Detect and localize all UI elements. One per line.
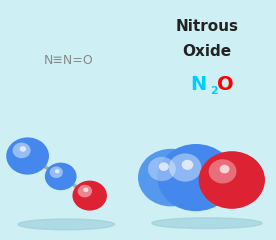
Circle shape	[220, 165, 230, 173]
Circle shape	[209, 159, 237, 183]
Text: Nitrous: Nitrous	[176, 19, 238, 34]
Circle shape	[159, 162, 169, 171]
Ellipse shape	[152, 218, 262, 228]
Circle shape	[45, 163, 77, 190]
Circle shape	[20, 146, 26, 152]
Circle shape	[148, 157, 176, 181]
Text: O: O	[217, 74, 233, 94]
Circle shape	[6, 137, 49, 175]
Circle shape	[78, 185, 92, 197]
Circle shape	[138, 149, 204, 206]
Circle shape	[13, 143, 31, 158]
Circle shape	[72, 180, 107, 211]
Circle shape	[55, 169, 60, 173]
Circle shape	[182, 160, 193, 170]
Circle shape	[157, 144, 235, 211]
Text: Oxide: Oxide	[182, 44, 232, 59]
Circle shape	[83, 188, 89, 192]
Circle shape	[50, 167, 63, 178]
Circle shape	[169, 153, 201, 182]
Text: N≡N=O: N≡N=O	[44, 54, 94, 66]
Text: 2: 2	[210, 86, 217, 96]
Circle shape	[199, 151, 265, 209]
Ellipse shape	[18, 219, 115, 230]
Text: N: N	[190, 74, 207, 94]
